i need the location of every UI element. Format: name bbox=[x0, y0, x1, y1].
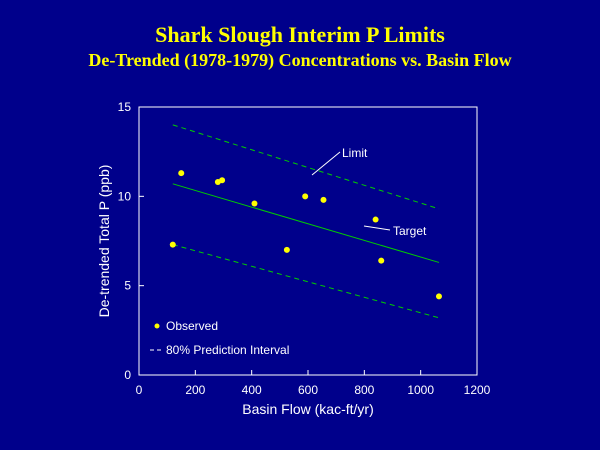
annotation-limit: Limit bbox=[342, 146, 368, 160]
y-tick-label: 15 bbox=[118, 100, 132, 114]
annotation-target-leader bbox=[363, 225, 391, 231]
annotation-target: Target bbox=[393, 224, 427, 238]
limit-line bbox=[172, 124, 440, 210]
observed-point bbox=[378, 257, 385, 264]
x-tick-label: 600 bbox=[298, 383, 318, 397]
x-tick-label: 800 bbox=[354, 383, 374, 397]
y-axis-label: De-trended Total P (ppb) bbox=[96, 165, 112, 318]
points-group bbox=[169, 170, 442, 300]
observed-point bbox=[435, 293, 442, 300]
y-tick-label: 5 bbox=[124, 279, 131, 293]
observed-point bbox=[372, 216, 379, 223]
observed-point bbox=[302, 193, 309, 200]
observed-point bbox=[251, 200, 258, 207]
plot-frame bbox=[138, 106, 478, 376]
chart-title: Shark Slough Interim P Limits bbox=[155, 22, 445, 47]
observed-point bbox=[169, 241, 176, 248]
legend-interval-label: 80% Prediction Interval bbox=[166, 343, 289, 357]
80-prediction-interval-line bbox=[172, 244, 440, 319]
x-tick-label: 400 bbox=[242, 383, 262, 397]
observed-point bbox=[320, 196, 327, 203]
legend: Observed 80% Prediction Interval bbox=[150, 319, 289, 357]
annotation-limit-leader bbox=[311, 151, 341, 176]
target-line bbox=[172, 183, 440, 263]
x-tick-label: 0 bbox=[136, 383, 143, 397]
x-axis-label: Basin Flow (kac-ft/yr) bbox=[242, 401, 373, 417]
legend-observed-label: Observed bbox=[166, 319, 218, 333]
tick-group: 0 200 400 600 800 1000 1200 0 5 10 15 bbox=[118, 100, 491, 397]
observed-point bbox=[178, 170, 185, 177]
y-tick-label: 0 bbox=[124, 368, 131, 382]
chart-subtitle: De-Trended (1978-1979) Concentrations vs… bbox=[88, 50, 512, 70]
lines-group bbox=[172, 124, 440, 319]
x-tick-label: 200 bbox=[185, 383, 205, 397]
legend-observed-marker bbox=[154, 323, 160, 329]
x-tick-label: 1000 bbox=[407, 383, 434, 397]
chart-axes bbox=[138, 106, 478, 376]
observed-point bbox=[219, 177, 226, 184]
observed-point bbox=[283, 246, 290, 253]
y-tick-label: 10 bbox=[118, 189, 132, 203]
x-tick-label: 1200 bbox=[464, 383, 491, 397]
